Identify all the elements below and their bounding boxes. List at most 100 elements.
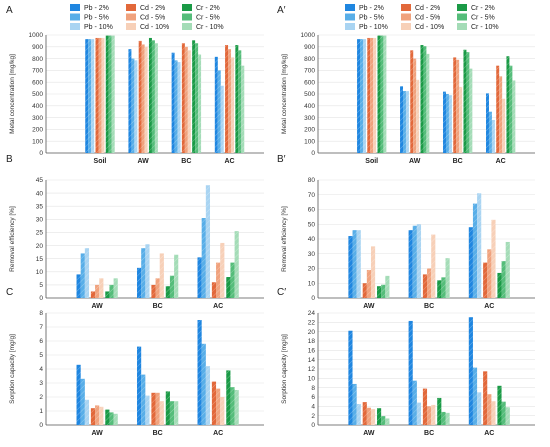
panel-letter: A′ [277, 5, 286, 16]
legend-swatch-7 [457, 13, 467, 21]
bar-hatch [456, 59, 460, 153]
bar-hatch [141, 44, 145, 153]
bar-hatch [198, 54, 202, 153]
y-tick-label: 16 [308, 348, 316, 355]
y-tick-label: 2 [311, 413, 315, 420]
bar-hatch [174, 254, 179, 298]
legend-swatch-0 [345, 4, 355, 11]
y-tick-label: 900 [32, 44, 43, 51]
bar-hatch [108, 35, 112, 154]
bar-hatch [141, 374, 146, 425]
y-tick-label: 6 [311, 394, 315, 401]
legend-label-0: Pb - 2% [359, 5, 384, 12]
bar-hatch [360, 39, 363, 153]
bar-hatch [76, 274, 81, 298]
legend-label-3: Cd - 2% [415, 5, 440, 12]
legend-label-6: Cr - 2% [196, 5, 220, 12]
bar-hatch [230, 387, 235, 425]
bar-hatch [181, 43, 185, 154]
bar-hatch [134, 60, 138, 154]
bar-hatch [441, 411, 446, 425]
bar-hatch [235, 45, 239, 153]
y-tick-label: 0 [311, 150, 315, 157]
bar-hatch [238, 50, 242, 154]
bar-hatch [437, 397, 442, 425]
y-tick-label: 500 [32, 91, 43, 98]
bar-hatch [380, 35, 384, 154]
bar-hatch [468, 317, 473, 425]
y-tick-label: 600 [304, 79, 315, 86]
y-tick-label: 8 [311, 385, 315, 392]
legend-label-1: Pb - 5% [359, 15, 384, 22]
legend-label-4: Cd - 5% [140, 15, 165, 22]
bar-hatch [367, 37, 371, 154]
bar-hatch [381, 416, 386, 425]
bar-hatch [128, 49, 132, 153]
bar-hatch [376, 286, 382, 298]
bar-hatch [445, 94, 449, 153]
y-tick-label: 300 [304, 115, 315, 122]
bar-hatch [477, 193, 482, 298]
bar-hatch [99, 278, 104, 298]
y-tick-label: 20 [36, 243, 44, 250]
bar-hatch [197, 257, 202, 298]
y-axis-label: Removal efficiency [%] [9, 206, 16, 272]
bar-hatch [230, 262, 235, 298]
bar-hatch [405, 91, 409, 153]
y-tick-label: 10 [308, 376, 316, 383]
bar-hatch [105, 35, 109, 154]
bar-hatch [441, 277, 446, 298]
y-tick-label: 0 [311, 295, 315, 302]
y-tick-label: 40 [36, 190, 44, 197]
bar-hatch [105, 409, 110, 425]
bar-hatch [506, 56, 510, 153]
x-category-label: AC [213, 303, 223, 310]
y-tick-label: 15 [36, 256, 44, 263]
bar-hatch [491, 219, 496, 298]
x-category-label: Soil [94, 158, 107, 165]
x-category-label: BC [153, 303, 163, 310]
y-tick-label: 5 [39, 352, 43, 359]
legend-swatch-2 [70, 23, 80, 30]
bar-hatch [137, 267, 142, 298]
y-tick-label: 25 [36, 230, 44, 237]
bar-hatch [497, 385, 502, 425]
bar-hatch [376, 408, 382, 425]
bar-hatch [80, 378, 85, 425]
bar-hatch [80, 253, 85, 298]
bar-hatch [155, 392, 160, 425]
y-tick-label: 6 [39, 338, 43, 345]
bar-hatch [477, 392, 482, 425]
bar-hatch [356, 404, 361, 425]
bar-hatch [427, 406, 432, 425]
bar-hatch [187, 50, 191, 154]
y-tick-label: 10 [308, 280, 316, 287]
y-tick-label: 4 [39, 366, 43, 373]
bar-hatch [220, 242, 225, 298]
bar-hatch [426, 53, 430, 153]
bar-hatch [459, 86, 463, 153]
y-tick-label: 4 [311, 404, 315, 411]
bar-hatch [195, 43, 199, 154]
bar-hatch [169, 275, 175, 298]
bar-hatch [370, 246, 376, 298]
y-axis-label: Sorption capacity [mg/g] [281, 334, 288, 404]
bar-hatch [445, 258, 450, 298]
legend-label-7: Cr - 5% [196, 15, 220, 22]
legend-swatch-2 [345, 23, 355, 30]
bar-hatch [366, 269, 371, 298]
y-tick-label: 900 [304, 44, 315, 51]
panel-letter: C [6, 287, 13, 298]
bar-hatch [466, 52, 470, 153]
bar-hatch [76, 364, 81, 425]
legend-label-8: Cr - 10% [196, 24, 224, 31]
bar-hatch [486, 93, 489, 153]
chart-panel-4: 0 1 2 3 4 5 6 7 8 C Sorption capacity [mg/g] AW BC AC [6, 287, 264, 437]
x-category-label: AC [496, 158, 506, 165]
bar-hatch [383, 35, 387, 154]
x-category-label: AC [224, 158, 234, 165]
bar-hatch [423, 46, 427, 153]
legend-label-2: Pb - 10% [359, 24, 388, 31]
y-tick-label: 0 [39, 150, 43, 157]
